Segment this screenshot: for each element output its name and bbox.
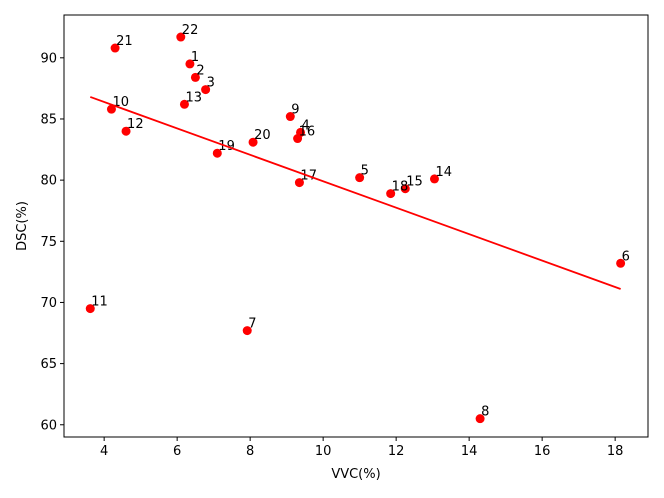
- point-label-16: 16: [299, 125, 316, 140]
- data-point-7: [242, 326, 252, 336]
- x-axis-ticks: 4 6 8 10 12 14 16 18: [100, 437, 623, 459]
- point-label-21: 21: [116, 34, 133, 49]
- data-point-14: [429, 174, 439, 184]
- point-label-4: 4: [302, 118, 310, 133]
- data-point-15: [400, 184, 410, 194]
- data-point-9: [285, 112, 295, 122]
- y-axis-label: DSC(%): [15, 201, 30, 251]
- data-point-18: [386, 189, 396, 199]
- plot-frame: [63, 14, 649, 438]
- data-point-13: [179, 99, 189, 109]
- points-layer: [85, 32, 626, 424]
- y-tick-label: 70: [40, 296, 57, 311]
- y-tick-label: 85: [40, 112, 57, 127]
- data-point-16: [293, 134, 303, 144]
- x-tick-label: 18: [607, 444, 624, 459]
- data-point-17: [294, 178, 304, 188]
- data-point-20: [248, 137, 258, 147]
- data-point-10: [106, 104, 116, 114]
- point-label-5: 5: [361, 164, 369, 179]
- point-label-1: 1: [191, 50, 199, 65]
- data-point-21: [110, 43, 120, 53]
- trend-line: [89, 96, 621, 290]
- data-point-2: [190, 72, 200, 82]
- point-labels-layer: 12345678910111213141516171819202122: [91, 23, 630, 420]
- data-point-8: [475, 414, 485, 424]
- data-point-22: [176, 32, 186, 42]
- point-label-20: 20: [254, 128, 271, 143]
- point-label-22: 22: [182, 23, 199, 38]
- data-point-3: [201, 85, 211, 95]
- x-tick-label: 12: [388, 444, 405, 459]
- point-label-12: 12: [127, 117, 144, 132]
- point-label-3: 3: [207, 76, 215, 91]
- point-label-11: 11: [91, 295, 108, 310]
- y-tick-label: 80: [40, 174, 57, 189]
- data-point-1: [185, 59, 195, 69]
- data-point-19: [212, 148, 222, 158]
- x-tick-label: 10: [315, 444, 332, 459]
- data-point-12: [121, 126, 131, 136]
- point-label-13: 13: [185, 90, 202, 105]
- x-tick-label: 14: [461, 444, 478, 459]
- data-point-11: [85, 304, 95, 314]
- x-tick-label: 4: [100, 444, 108, 459]
- point-label-6: 6: [622, 249, 630, 264]
- y-tick-label: 65: [40, 357, 57, 372]
- point-label-18: 18: [392, 180, 409, 195]
- x-tick-label: 6: [173, 444, 181, 459]
- data-point-6: [616, 258, 626, 268]
- x-tick-label: 16: [534, 444, 551, 459]
- data-point-5: [355, 173, 365, 183]
- x-axis-label: VVC(%): [331, 467, 380, 482]
- y-tick-label: 60: [40, 418, 57, 433]
- point-label-7: 7: [248, 317, 256, 332]
- point-label-15: 15: [406, 175, 423, 190]
- point-label-2: 2: [196, 63, 204, 78]
- point-label-8: 8: [481, 405, 489, 420]
- x-tick-label: 8: [246, 444, 254, 459]
- y-tick-label: 90: [40, 51, 57, 66]
- point-label-9: 9: [291, 103, 299, 118]
- y-axis-ticks: 60 65 70 75 80 85 90: [40, 51, 64, 433]
- point-label-14: 14: [435, 165, 452, 180]
- y-tick-label: 75: [40, 235, 57, 250]
- trend-line-layer: [89, 96, 621, 290]
